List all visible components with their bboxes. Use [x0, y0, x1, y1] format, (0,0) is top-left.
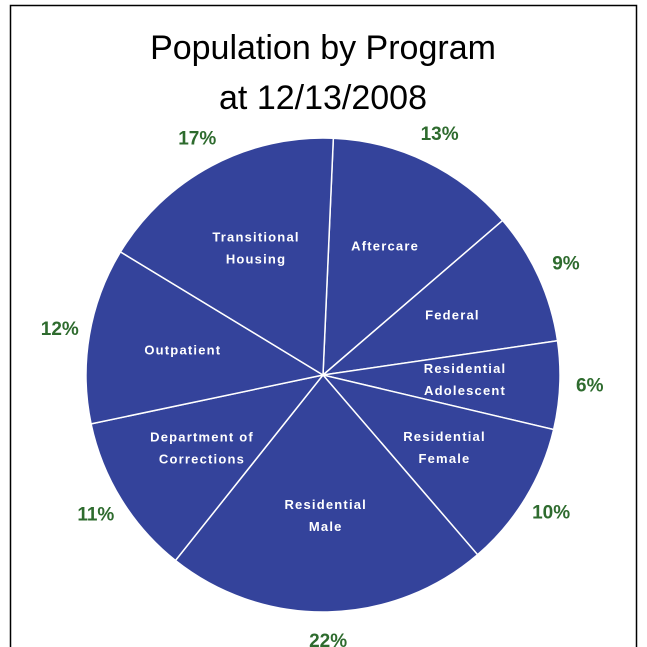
pie-slice	[119, 137, 335, 377]
value-label: 12%	[41, 319, 79, 340]
slice-label: Residential Male	[284, 498, 367, 535]
slice-label: Transitional Housing	[212, 230, 299, 267]
slice-label: Aftercare	[351, 239, 419, 254]
slice-label-line: Residential	[284, 498, 367, 513]
pie-slice	[322, 137, 504, 377]
value-label: 9%	[552, 253, 580, 274]
pie-slice	[320, 219, 559, 377]
slice-label-line: Adolescent	[424, 384, 506, 399]
slice-label: Federal	[425, 307, 480, 322]
pie-slice	[174, 373, 479, 613]
value-label: 13%	[421, 124, 459, 145]
chart-title: Population by Program	[150, 29, 496, 67]
pie-slice	[90, 373, 325, 562]
slice-label: Department of Corrections	[150, 430, 254, 467]
slice-label: Residential Adolescent	[424, 362, 507, 399]
slice-label: Residential Female	[403, 429, 486, 466]
pie-slice	[85, 250, 326, 425]
slice-label-line: Residential	[424, 362, 507, 377]
slice-label-line: Transitional	[212, 230, 299, 245]
slice-label-line: Corrections	[159, 452, 245, 467]
frame	[9, 4, 638, 647]
value-label: 10%	[532, 503, 570, 524]
slice-label-line: Department of	[150, 430, 254, 445]
slice-label: Outpatient	[144, 342, 221, 357]
slice-label-line: Female	[418, 451, 470, 466]
slice-label-line: Residential	[403, 429, 486, 444]
value-label: 17%	[178, 128, 216, 149]
value-label: 6%	[576, 376, 604, 397]
pie-slice	[320, 373, 555, 556]
chart-title: at 12/13/2008	[219, 79, 427, 117]
slice-label-line: Male	[309, 520, 343, 535]
slice-label-line: Housing	[226, 252, 286, 267]
value-label: 11%	[77, 504, 114, 525]
value-label: 22%	[309, 631, 347, 647]
